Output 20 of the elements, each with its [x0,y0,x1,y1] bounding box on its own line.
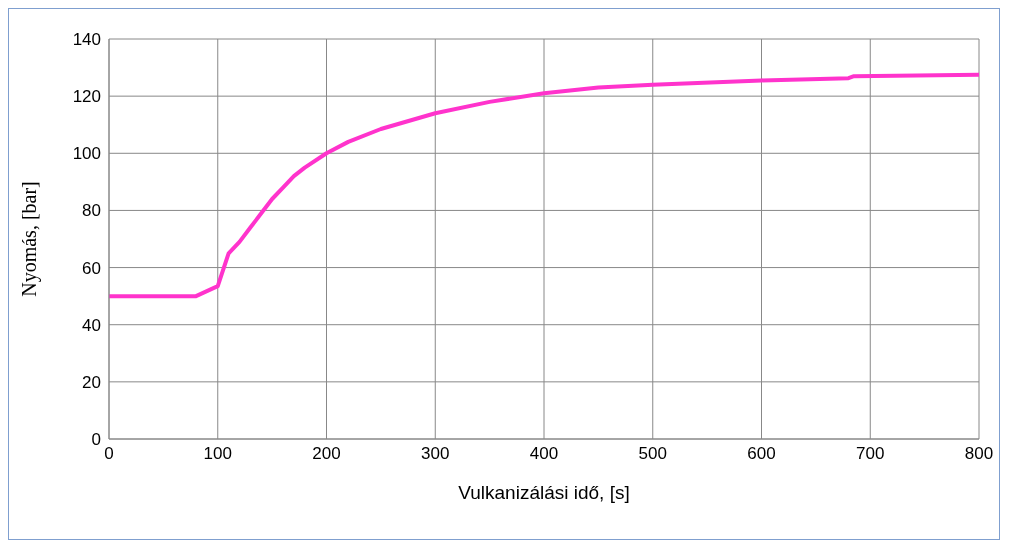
x-tick-label: 800 [964,444,994,464]
y-tick-label: 100 [72,144,101,164]
y-tick-label: 0 [91,430,101,450]
y-tick-label: 120 [72,87,101,107]
x-tick-label: 200 [312,444,341,464]
x-tick-label: 300 [421,444,450,464]
y-tick-label: 140 [72,30,101,50]
x-axis-title: Vulkanizálási idő, [s] [458,482,630,503]
y-tick-label: 80 [82,201,101,221]
y-axis-title: Nyomás, [bar] [18,181,42,297]
x-tick-label: 700 [856,444,885,464]
x-tick-label: 500 [638,444,667,464]
x-tick-label: 400 [529,444,559,464]
y-tick-label: 20 [82,372,101,392]
x-tick-label: 0 [104,444,114,464]
y-tick-label: 60 [82,258,101,278]
line-series [109,72,979,299]
y-tick-label: 40 [82,315,101,335]
x-tick-label: 100 [203,444,232,464]
x-tick-label: 600 [747,444,776,464]
